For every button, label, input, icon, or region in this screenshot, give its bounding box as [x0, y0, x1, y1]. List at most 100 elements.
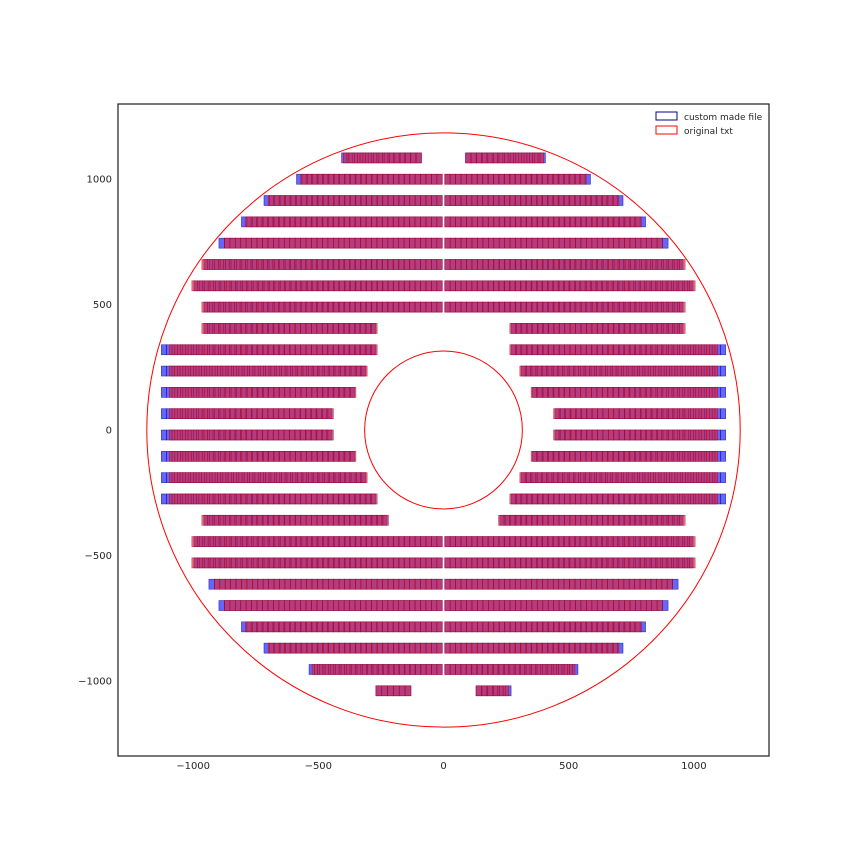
module-point [683, 280, 690, 292]
module-point [317, 451, 324, 462]
module-point [619, 301, 626, 313]
module-point [515, 152, 522, 164]
module-point [455, 195, 462, 206]
module-point [537, 152, 544, 164]
module-point [286, 365, 293, 377]
module-point [284, 600, 291, 611]
module-point [531, 578, 538, 590]
module-point [360, 578, 367, 590]
module-point [689, 536, 696, 547]
module-point [536, 280, 544, 292]
module-point [294, 514, 301, 526]
module-point [174, 387, 181, 398]
module-point [641, 301, 648, 313]
module-point [344, 387, 351, 398]
module-point [597, 216, 604, 228]
module-point [365, 578, 373, 590]
module-point [316, 493, 323, 505]
module-point [444, 578, 451, 590]
module-point [629, 451, 636, 462]
module-point [653, 472, 660, 483]
module-point [201, 472, 208, 483]
module-point [553, 557, 560, 569]
module-point [449, 216, 456, 228]
module-point [613, 451, 620, 462]
module-point [327, 557, 334, 569]
module-point [340, 365, 347, 377]
module-point [706, 365, 713, 377]
module-point [169, 408, 176, 419]
module-point [564, 237, 571, 249]
module-point [471, 536, 478, 547]
module-point [624, 259, 631, 270]
module-point [322, 344, 329, 356]
module-point [667, 536, 674, 547]
module-point [613, 259, 620, 270]
module-point [431, 216, 438, 228]
module-point [493, 557, 500, 569]
module-point [520, 514, 527, 526]
module-point [267, 536, 274, 547]
module-point [316, 642, 323, 654]
module-point [487, 173, 495, 185]
module-point [218, 557, 225, 569]
module-point [476, 152, 483, 164]
module-point [308, 472, 314, 483]
module-point [509, 642, 516, 654]
module-point [597, 514, 604, 526]
module-point [504, 301, 511, 313]
module-point [640, 387, 647, 398]
module-point [212, 514, 219, 526]
module-point [223, 344, 230, 356]
module-point [673, 451, 680, 462]
module-point [673, 536, 680, 547]
module-point [414, 600, 421, 611]
module-point [515, 195, 522, 206]
module-point [185, 472, 192, 483]
module-point [297, 365, 304, 377]
module-point [679, 408, 686, 419]
module-point [259, 472, 266, 483]
module-point [477, 642, 484, 654]
module-point [553, 429, 560, 441]
module-point [409, 642, 416, 654]
module-point [376, 173, 383, 185]
module-point [257, 578, 264, 590]
module-point [322, 195, 329, 206]
module-point [488, 301, 495, 313]
module-point [196, 493, 203, 505]
module-point [387, 557, 394, 569]
module-point [327, 642, 334, 654]
module-point [161, 365, 168, 377]
module-point [404, 685, 412, 697]
module-point [250, 621, 257, 633]
module-point [679, 493, 686, 505]
module-point [645, 600, 652, 611]
module-point [656, 578, 663, 590]
module-point [520, 173, 527, 185]
module-point [542, 664, 549, 675]
module-point [273, 557, 280, 569]
module-point [493, 259, 500, 270]
module-point [169, 387, 176, 398]
module-point [283, 493, 290, 505]
module-point [318, 365, 325, 377]
module-point [245, 216, 252, 228]
module-point [328, 387, 335, 398]
module-point [420, 216, 427, 228]
module-point [376, 578, 383, 590]
module-point [414, 536, 421, 547]
module-point [273, 451, 280, 462]
module-point [637, 472, 644, 483]
module-point [570, 216, 577, 228]
module-point [531, 259, 538, 270]
module-point [569, 493, 576, 505]
module-point [229, 514, 236, 526]
module-point [185, 387, 192, 398]
module-point [327, 195, 334, 206]
module-point [607, 344, 615, 356]
module-point [289, 408, 296, 419]
module-point [683, 536, 690, 547]
module-point [667, 557, 674, 569]
module-point [360, 173, 367, 185]
